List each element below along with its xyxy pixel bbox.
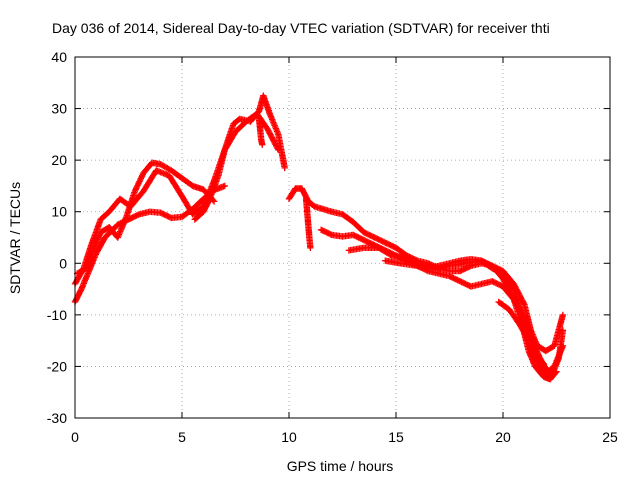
series-arc-4 (191, 92, 288, 223)
x-tick-label: 5 (178, 429, 186, 445)
data-point (122, 215, 129, 222)
x-tick-label: 25 (602, 429, 618, 445)
x-tick-label: 0 (71, 429, 79, 445)
data-points (71, 92, 567, 383)
y-tick-label: -10 (47, 307, 67, 323)
data-point (503, 282, 510, 289)
grid (75, 57, 610, 418)
series-spike-b (302, 195, 314, 251)
y-tick-label: -20 (47, 358, 67, 374)
data-point (131, 187, 139, 195)
data-point (506, 287, 513, 295)
x-tick-label: 10 (281, 429, 297, 445)
data-point (269, 135, 276, 142)
data-point (519, 297, 526, 304)
plot-frame (74, 56, 611, 419)
data-point (273, 142, 280, 149)
axis-ticks: 0 5 10 15 20 25 -30 -20 -10 0 10 20 30 40 (47, 49, 618, 445)
data-point (264, 126, 271, 133)
y-tick-label: 40 (51, 49, 67, 65)
y-tick-label: 0 (59, 255, 67, 271)
data-point (138, 174, 145, 181)
x-axis-label: GPS time / hours (287, 458, 394, 474)
data-point (504, 283, 511, 291)
data-point (553, 368, 560, 375)
y-tick-label: 10 (51, 204, 67, 220)
data-point (539, 359, 546, 366)
data-point (307, 244, 314, 251)
data-point (520, 300, 527, 307)
y-axis-label: SDTVAR / TECUs (7, 182, 23, 294)
data-point (267, 131, 274, 138)
series-spike-a (255, 115, 266, 148)
data-point (210, 198, 218, 205)
series-arc-9 (495, 298, 547, 368)
data-point (387, 251, 394, 258)
data-point (270, 137, 277, 144)
data-point (552, 369, 559, 376)
x-tick-label: 15 (388, 429, 404, 445)
data-point (221, 182, 228, 190)
data-point (540, 360, 547, 368)
data-point (281, 164, 288, 172)
data-point (559, 311, 567, 319)
data-point (137, 175, 144, 182)
data-point (133, 185, 140, 192)
data-point (509, 293, 516, 300)
data-point (133, 183, 141, 191)
chart-title: Day 036 of 2014, Sidereal Day-to-day VTE… (52, 20, 550, 36)
data-point (509, 294, 517, 302)
data-point (79, 266, 86, 273)
x-tick-label: 20 (495, 429, 511, 445)
data-point (500, 276, 507, 284)
y-tick-label: 30 (51, 101, 67, 117)
data-point (559, 327, 567, 334)
y-tick-label: -30 (47, 410, 67, 426)
y-tick-label: 20 (51, 152, 67, 168)
data-point (136, 178, 143, 185)
data-point (259, 141, 266, 148)
